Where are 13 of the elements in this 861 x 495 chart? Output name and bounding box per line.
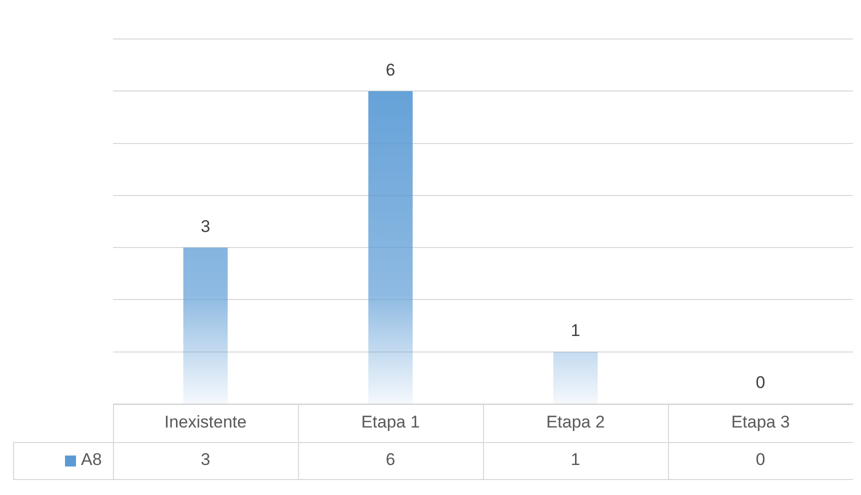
legend-label: A8 — [81, 450, 102, 470]
data-label: 6 — [386, 450, 396, 470]
data-label: 3 — [200, 450, 210, 470]
data-label: 1 — [570, 450, 580, 470]
annotation: 3 — [200, 216, 210, 236]
annotation: 6 — [386, 60, 396, 80]
x-tick-label: Etapa 2 — [546, 412, 605, 432]
x-tick-label: Inexistente — [164, 412, 247, 432]
annotation: 0 — [756, 373, 766, 392]
annotation: 1 — [570, 321, 580, 340]
x-tick-label: Etapa 1 — [361, 412, 420, 432]
x-tick-label: Etapa 3 — [731, 412, 790, 432]
data-label: 0 — [756, 450, 766, 470]
